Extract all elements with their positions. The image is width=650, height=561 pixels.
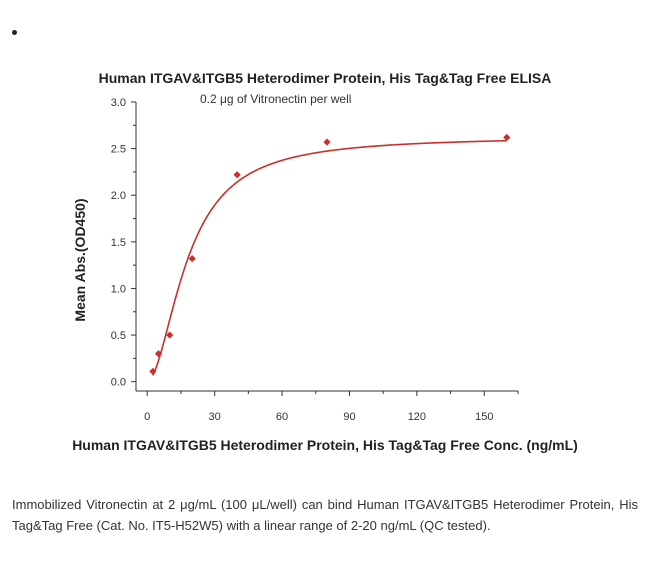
chart-plot-area: 0.0 0.5 1.0 1.5 2.0 2.5 3.0 0 30 60 90 120 150: [111, 97, 519, 423]
x-tick-label: 30: [209, 411, 221, 423]
data-point: [149, 367, 157, 376]
y-tick-label: 1.5: [111, 237, 126, 249]
chart-subtitle: 0.2 μg of Vitronectin per well: [200, 92, 352, 106]
x-tick-label: 60: [276, 411, 288, 423]
x-tick-label: 120: [408, 411, 426, 423]
y-axis-label: Mean Abs.(OD450): [72, 198, 88, 322]
y-tick-label: 2.0: [111, 190, 126, 202]
data-point: [188, 255, 196, 263]
chart-axes: 0.0 0.5 1.0 1.5 2.0 2.5 3.0 0 30 60 90 120 150: [111, 97, 519, 423]
y-tick-label: 0.5: [111, 330, 126, 342]
data-point: [166, 331, 174, 339]
y-tick-label: 0.0: [111, 377, 126, 389]
y-tick-label: 1.0: [111, 283, 126, 295]
data-point: [233, 171, 241, 179]
data-points-group: [149, 133, 511, 376]
x-axis-label: Human ITGAV&ITGB5 Heterodimer Protein, H…: [72, 437, 578, 453]
x-tick-label: 0: [144, 411, 150, 423]
fit-curve-group: [152, 139, 507, 376]
chart-title: Human ITGAV&ITGB5 Heterodimer Protein, H…: [98, 70, 552, 86]
y-tick-label: 3.0: [111, 97, 126, 109]
fit-curve: [152, 139, 507, 376]
y-tick-label: 2.5: [111, 144, 126, 156]
data-point: [323, 138, 331, 146]
x-tick-label: 150: [475, 411, 493, 423]
data-point: [503, 133, 511, 142]
bullet-dot: [12, 30, 17, 35]
x-tick-label: 90: [343, 411, 355, 423]
figure-caption: Immobilized Vitronectin at 2 μg/mL (100 …: [12, 497, 638, 533]
data-point: [154, 350, 163, 358]
